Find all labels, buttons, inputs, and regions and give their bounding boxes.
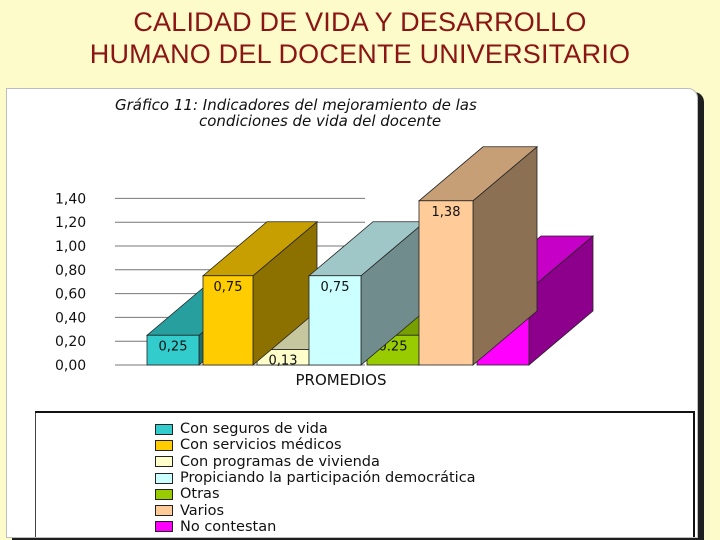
data-label: 0,13	[269, 354, 298, 369]
legend-item: Con servicios médicos	[155, 437, 476, 453]
legend-item: Con programas de vivienda	[155, 454, 476, 470]
y-tick-label: 1,20	[55, 215, 86, 231]
bar	[418, 200, 474, 366]
legend-label: Con programas de vivienda	[180, 453, 380, 470]
legend-swatch	[155, 521, 173, 533]
bar	[202, 275, 254, 366]
legend-label: No contestan	[180, 518, 277, 535]
chart-title: Gráfico 11: Indicadores del mejoramiento…	[115, 97, 477, 129]
bar	[308, 275, 362, 366]
data-label: 0,75	[214, 280, 243, 295]
chart-panel: Gráfico 11: Indicadores del mejoramiento…	[6, 88, 698, 538]
legend-swatch	[155, 505, 173, 517]
legend-label: Varios	[180, 502, 225, 519]
legend-item: Propiciando la participación democrática	[155, 470, 476, 486]
x-axis-label: PROMEDIOS	[296, 371, 387, 389]
chart-title-line1: Gráfico 11: Indicadores del mejoramiento…	[115, 96, 477, 114]
legend-swatch	[155, 456, 173, 468]
slide-title-line2: HUMANO DEL DOCENTE UNIVERSITARIO	[89, 39, 631, 69]
y-tick-label: 1,40	[55, 191, 86, 207]
legend-item: Varios	[155, 502, 476, 519]
y-tick-label: 0,00	[55, 358, 86, 374]
y-tick-label: 0,40	[55, 310, 86, 326]
legend-item: Otras	[155, 486, 476, 502]
legend-label: Con servicios médicos	[180, 437, 342, 454]
legend-swatch	[155, 439, 173, 451]
legend-label: Propiciando la participación democrática	[180, 470, 476, 487]
slide-title-line1: CALIDAD DE VIDA Y DESARROLLO	[133, 7, 587, 37]
slide-title: CALIDAD DE VIDA Y DESARROLLO HUMANO DEL …	[0, 6, 720, 70]
legend: Con seguros de vida Con servicios médicos…	[155, 421, 476, 535]
legend-label: Con seguros de vida	[180, 421, 328, 438]
legend-item: No contestan	[155, 519, 476, 535]
legend-item: Con seguros de vida	[155, 421, 476, 437]
data-label: 1,38	[432, 205, 461, 220]
data-label: 0,25	[159, 339, 188, 354]
y-tick-label: 0,60	[55, 287, 86, 303]
legend-swatch	[155, 488, 173, 500]
bar	[146, 334, 200, 366]
legend-swatch	[155, 472, 173, 484]
legend-box: Con seguros de vida Con servicios médicos…	[35, 411, 695, 537]
data-label: 0,75	[321, 280, 350, 295]
y-tick-label: 0,80	[55, 263, 86, 279]
legend-swatch	[155, 423, 173, 435]
legend-label: Otras	[180, 486, 220, 503]
y-tick-label: 1,00	[55, 239, 86, 255]
chart-title-line2: condiciones de vida del docente	[199, 112, 442, 130]
bar-chart: 0,000,200,400,600,801,001,201,400,130.25…	[55, 145, 595, 389]
y-tick-label: 0,20	[55, 334, 86, 350]
